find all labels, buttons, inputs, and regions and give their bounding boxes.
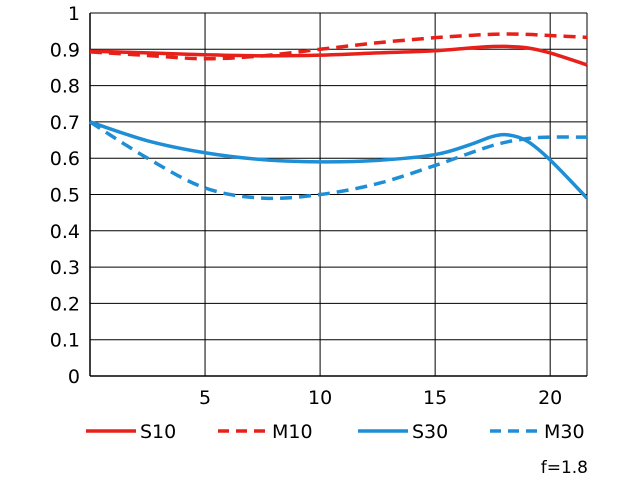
y-tick-label: 1 xyxy=(68,3,80,25)
y-tick-label: 0.7 xyxy=(50,112,80,134)
aperture-note: f=1.8 xyxy=(541,458,588,478)
y-tick-label: 0.8 xyxy=(50,76,80,98)
grid xyxy=(90,12,587,377)
y-tick-label: 0.2 xyxy=(50,293,80,315)
series-lines xyxy=(89,32,589,201)
y-tick-labels: 0 0.1 0.2 0.3 0.4 0.5 0.6 0.7 0.8 0.9 1 xyxy=(50,3,80,388)
series-line-s10 xyxy=(89,44,588,67)
y-tick-label: 0.4 xyxy=(50,221,80,243)
y-tick-label: 0.3 xyxy=(50,257,80,279)
y-tick-label: 0.9 xyxy=(50,39,80,61)
x-tick-label: 15 xyxy=(423,387,447,409)
y-tick-label: 0 xyxy=(68,366,80,388)
y-tick-label: 0.1 xyxy=(50,330,80,352)
series-line-m30 xyxy=(89,120,588,201)
legend-label-s10: S10 xyxy=(140,421,176,443)
legend: S10 M10 S30 M30 xyxy=(86,421,585,443)
series-line-s30 xyxy=(89,120,589,200)
x-tick-label: 10 xyxy=(308,387,332,409)
axes xyxy=(89,13,588,377)
series-line-m10 xyxy=(89,32,588,61)
x-tick-labels: 5 10 15 20 xyxy=(199,387,562,409)
y-tick-label: 0.6 xyxy=(50,148,80,170)
x-tick-label: 5 xyxy=(199,387,211,409)
legend-label-m10: M10 xyxy=(272,421,313,443)
legend-label-m30: M30 xyxy=(544,421,585,443)
y-tick-label: 0.5 xyxy=(50,185,80,207)
x-tick-label: 20 xyxy=(538,387,562,409)
legend-label-s30: S30 xyxy=(412,421,448,443)
